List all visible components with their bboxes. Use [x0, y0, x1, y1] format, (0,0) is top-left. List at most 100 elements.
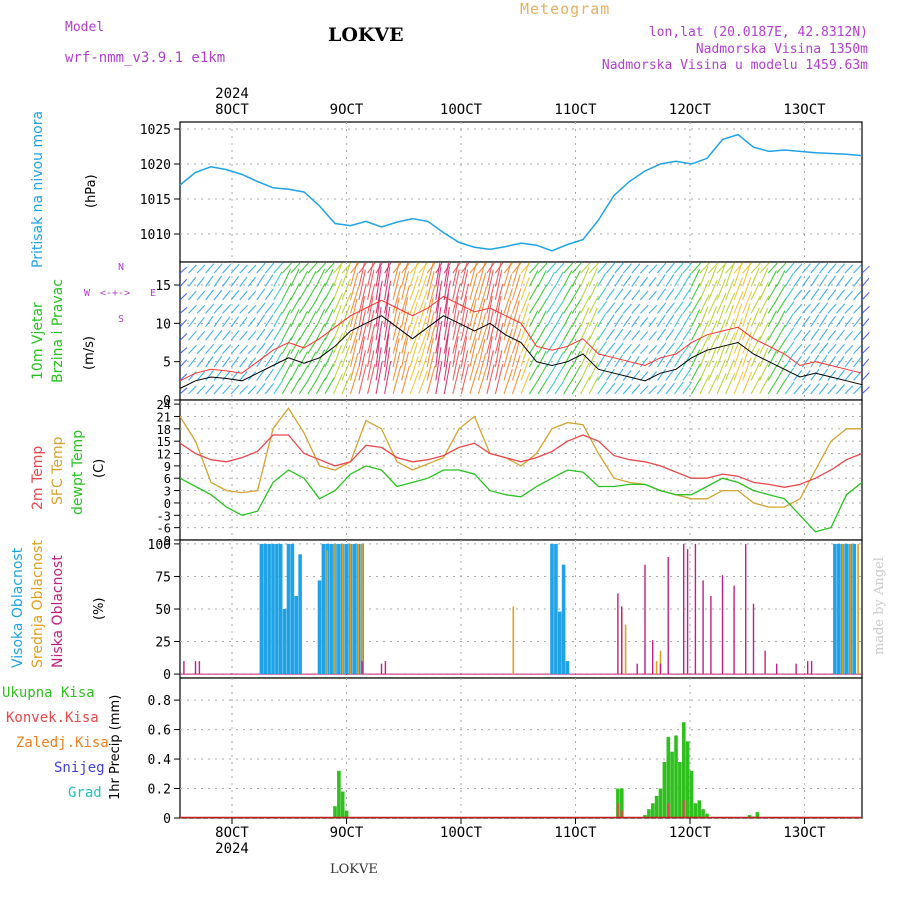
- cloud-ytick-label: 25: [155, 636, 171, 651]
- wind-vector: [810, 302, 820, 314]
- wind-vector: [844, 276, 853, 287]
- wind-vector: [529, 310, 539, 328]
- wind-vector: [401, 311, 410, 341]
- wind-vector: [426, 351, 435, 381]
- cloud-low-bar: [694, 543, 697, 675]
- wind-vector: [784, 273, 794, 287]
- wind-vector: [179, 292, 188, 301]
- wind-vector: [520, 331, 531, 354]
- wind-vector: [793, 263, 803, 274]
- wind-vector: [247, 276, 257, 287]
- wind-vector: [494, 350, 503, 381]
- cloud-low-bar: [644, 564, 646, 675]
- wind-vector: [230, 344, 240, 354]
- wind-vector: [375, 280, 383, 314]
- wind-vector: [767, 324, 778, 341]
- wind-vector: [332, 264, 342, 287]
- wind-vector: [665, 288, 675, 301]
- wind-vector: [188, 304, 197, 314]
- wind-vector: [341, 304, 351, 327]
- wind-vector: [341, 278, 351, 301]
- wind-vector: [784, 313, 794, 328]
- wind-vector: [239, 371, 248, 381]
- wind-vector: [494, 323, 504, 354]
- temp-ytick-label: 0: [164, 497, 171, 511]
- wind-vector: [469, 339, 477, 368]
- wind-vector: [554, 262, 565, 274]
- wind-vector: [546, 271, 556, 287]
- wind-vector: [375, 347, 382, 381]
- wind-vector: [239, 304, 248, 314]
- wind-vector: [384, 361, 392, 395]
- legend-frozen-rain: Zaledj.Kisa: [16, 735, 109, 751]
- wind-vector: [793, 315, 802, 328]
- wind-vector: [349, 312, 359, 341]
- cloud-low-bar: [384, 661, 387, 675]
- cloud-low-bar: [752, 603, 755, 675]
- wind-vector: [742, 291, 753, 314]
- wind-vector: [742, 303, 751, 327]
- wind-vector: [529, 298, 540, 314]
- precip-convective-bar: [667, 803, 670, 818]
- wind-vector: [708, 334, 719, 354]
- wind-vector: [196, 276, 205, 287]
- wind-vector: [281, 309, 291, 328]
- wind-vector: [725, 373, 736, 395]
- wind-vector: [494, 269, 503, 301]
- precip-total-bar: [678, 762, 682, 818]
- wind-vector: [597, 287, 607, 301]
- cloud-high-bar: [317, 580, 322, 675]
- cloud-low-bar: [659, 663, 662, 675]
- wind-vector: [767, 298, 778, 314]
- wind-vector: [392, 337, 400, 368]
- precip-total-bar: [662, 762, 667, 818]
- wind-vector: [554, 299, 565, 314]
- wind-vector: [708, 346, 718, 368]
- wind-vector: [239, 276, 248, 287]
- wind-vector: [367, 364, 376, 395]
- bottom-day-label: 11OCT: [554, 825, 597, 841]
- wind-vector: [733, 291, 744, 314]
- wind-vector: [435, 307, 442, 341]
- wind-vector: [256, 274, 266, 287]
- wind-vector: [486, 336, 493, 368]
- wind-vector: [349, 326, 360, 354]
- wind-vector: [520, 303, 530, 327]
- wind-vector: [708, 360, 718, 381]
- wind-vector: [529, 379, 540, 395]
- wind-vector: [205, 343, 215, 354]
- wind-vector: [529, 350, 539, 368]
- cloud-ytick-label: 50: [155, 603, 171, 618]
- wind-vector: [776, 262, 787, 274]
- wind-vector: [290, 377, 301, 395]
- wind-vector: [298, 270, 308, 287]
- wind-vector: [665, 328, 675, 341]
- cloud-low-bar: [745, 543, 747, 675]
- wind-vector: [196, 385, 206, 395]
- wind-vector: [639, 357, 649, 368]
- wind-vector: [622, 329, 632, 341]
- cloud-ytick-label: 0: [163, 668, 171, 683]
- wind-vector: [384, 347, 391, 381]
- wind-vector: [631, 263, 641, 274]
- wind-vector: [682, 367, 692, 381]
- precip-total-bar: [643, 815, 647, 818]
- wind-vector: [435, 361, 443, 395]
- precip-total-bar: [685, 741, 690, 818]
- wind-vector: [375, 307, 382, 341]
- wind-vector: [588, 376, 599, 395]
- wind-vector: [452, 364, 461, 395]
- wind-vector: [426, 285, 436, 314]
- wind-vector: [375, 361, 383, 395]
- wind-vector: [179, 347, 188, 355]
- wind-vector: [349, 286, 360, 314]
- wind-vector: [750, 262, 761, 274]
- wind-vector: [196, 304, 206, 314]
- wind-vector: [188, 357, 197, 368]
- wind-vector: [443, 307, 450, 341]
- wind-vector: [639, 316, 649, 328]
- wind-vector: [494, 296, 502, 327]
- wind-vector: [256, 328, 266, 341]
- precip-total-bar: [705, 813, 709, 818]
- wind-vector: [750, 347, 760, 368]
